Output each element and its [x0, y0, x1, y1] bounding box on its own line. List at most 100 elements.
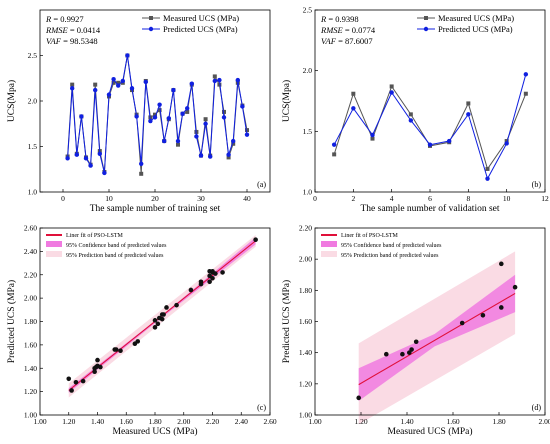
x-tick-label: 4 — [390, 194, 394, 203]
legend-marker — [424, 16, 428, 20]
x-tick-label: 1.80 — [148, 417, 161, 426]
y-tick-label: 1.00 — [299, 411, 312, 420]
stat-text: VAF = 87.6007 — [321, 36, 373, 46]
y-tick-label: 1.40 — [24, 364, 37, 373]
predicted-point — [198, 153, 204, 158]
data-point — [92, 369, 97, 375]
stat-text: R = 0.9398 — [320, 14, 359, 24]
data-point — [409, 347, 414, 352]
data-point — [253, 237, 258, 242]
stat-name: R — [45, 14, 52, 24]
predicted-point — [180, 111, 185, 116]
data-point — [213, 271, 218, 276]
panel-d: 1.00 1.20 1.40 1.60 1.80 2.00 1.00 1.20 1.40 1.60… — [281, 224, 550, 438]
y-axis-label: UCS(Mpa) — [281, 80, 292, 122]
x-axis-label: Measured UCS (MPa) — [113, 426, 198, 437]
measured-point — [351, 91, 356, 96]
measured-point — [116, 80, 121, 85]
measured-point — [176, 142, 180, 147]
data-point — [207, 279, 212, 285]
measured-point — [222, 109, 226, 114]
x-axis-label: The sample number of training set — [90, 203, 221, 214]
data-point — [152, 325, 158, 330]
data-point — [384, 351, 389, 357]
legend-prediction-swatch — [321, 251, 337, 257]
stat-text: RMSE = 0.0414 — [45, 25, 101, 35]
series-line — [333, 74, 527, 180]
stat-text: R = 0.9927 — [45, 14, 84, 24]
data-point — [188, 287, 194, 293]
predicted-point — [231, 138, 236, 144]
predicted-point — [83, 156, 89, 161]
predicted-point — [102, 170, 107, 176]
y-tick-label: 2.20 — [299, 224, 312, 233]
legend-label: Liner fit of PSO-LSTM — [66, 232, 123, 239]
x-tick-label: 1.20 — [62, 417, 75, 426]
data-point — [400, 351, 405, 357]
panel-label: (a) — [257, 180, 266, 189]
predicted-point — [221, 115, 227, 120]
y-tick-label: 2.0 — [303, 66, 313, 75]
stat-value: = 98.5348 — [61, 36, 98, 46]
predicted-point — [466, 112, 471, 117]
predicted-point — [331, 142, 337, 147]
y-tick-label: 2.5 — [28, 51, 38, 60]
y-tick-label: 1.20 — [299, 379, 312, 388]
predicted-point — [79, 114, 84, 119]
predicted-point — [485, 176, 490, 181]
y-tick-label: 2.5 — [303, 6, 313, 15]
x-axis-label: The sample number of validation set — [360, 203, 499, 214]
measured-point — [217, 82, 222, 87]
predicted-point — [111, 76, 116, 82]
legend-label: Predicted UCS (MPa) — [438, 24, 513, 34]
confidence-band — [358, 274, 516, 401]
y-axis-label: UCS(Mpa) — [6, 80, 17, 122]
y-axis-label: Predicted UCS (MPa) — [281, 280, 292, 363]
stat-value: = 87.6007 — [336, 36, 373, 46]
predicted-point — [125, 53, 130, 58]
legend-label: 95% Prediction band of predicted values — [66, 252, 164, 259]
x-tick-label: 1.00 — [33, 417, 46, 426]
predicted-point — [427, 142, 433, 147]
stat-value: = 0.9927 — [51, 14, 83, 24]
panel-b: 0 2 4 6 8 10 12 1.0 1.5 2.0 2.5 The sample number o… — [281, 6, 549, 215]
predicted-point — [185, 106, 190, 111]
measured-point — [203, 117, 208, 122]
x-tick-label: 1.60 — [120, 417, 133, 426]
measured-point — [332, 152, 337, 157]
measured-point — [231, 141, 236, 146]
data-point — [118, 348, 123, 354]
panel-label: (c) — [257, 403, 266, 412]
y-axis-label: Predicted UCS (MPa) — [6, 280, 17, 363]
x-tick-label: 2.40 — [235, 417, 248, 426]
x-tick-label: 6 — [428, 194, 432, 203]
legend-label: 95% Confidence band of predicted values — [66, 242, 167, 249]
x-tick-label: 40 — [243, 194, 251, 203]
x-axis-label: Measured UCS (MPa) — [388, 426, 473, 437]
x-tick-label: 1.80 — [492, 417, 505, 426]
measured-point — [523, 91, 528, 96]
measured-point — [485, 166, 490, 171]
x-tick-label: 1.00 — [308, 417, 321, 426]
y-tick-label: 1.80 — [299, 286, 312, 295]
predicted-point — [351, 106, 356, 111]
predicted-point — [97, 151, 103, 156]
x-tick-label: 1.40 — [91, 417, 104, 426]
predicted-point — [226, 152, 231, 157]
measured-point — [408, 112, 413, 117]
measured-point — [139, 171, 144, 176]
stat-name: RMSE — [45, 25, 69, 35]
x-tick-label: 2.20 — [206, 417, 219, 426]
y-tick-label: 1.5 — [28, 142, 38, 151]
data-point — [459, 320, 465, 326]
predicted-point — [370, 132, 375, 138]
predicted-point — [171, 87, 176, 93]
y-tick-label: 1.60 — [299, 317, 312, 326]
y-tick-label: 1.20 — [24, 387, 37, 396]
legend-marker — [423, 26, 429, 32]
predicted-point — [389, 90, 394, 95]
x-tick-label: 0 — [61, 194, 65, 203]
stat-value: = 0.0774 — [343, 25, 376, 35]
predicted-point — [134, 114, 139, 119]
x-tick-label: 1.60 — [446, 417, 459, 426]
